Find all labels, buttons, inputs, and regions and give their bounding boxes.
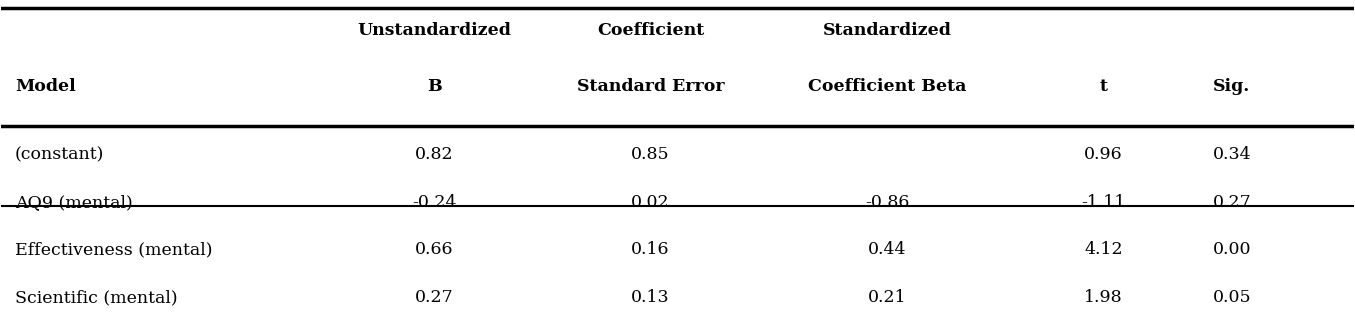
Text: 0.85: 0.85 [631,146,669,163]
Text: -1.11: -1.11 [1081,194,1126,211]
Text: Standard Error: Standard Error [577,78,725,95]
Text: t: t [1099,78,1107,95]
Text: 0.82: 0.82 [415,146,454,163]
Text: Coefficient Beta: Coefficient Beta [808,78,966,95]
Text: 0.34: 0.34 [1213,146,1251,163]
Text: Standardized: Standardized [822,22,951,39]
Text: -0.24: -0.24 [412,194,457,211]
Text: 0.13: 0.13 [631,289,669,306]
Text: 0.96: 0.96 [1084,146,1123,163]
Text: 0.02: 0.02 [631,194,669,211]
Text: -0.86: -0.86 [864,194,909,211]
Text: 0.16: 0.16 [631,241,669,259]
Text: 0.66: 0.66 [415,241,454,259]
Text: Unstandardized: Unstandardized [358,22,511,39]
Text: 1.98: 1.98 [1084,289,1123,306]
Text: AQ9 (mental): AQ9 (mental) [15,194,133,211]
Text: (constant): (constant) [15,146,104,163]
Text: 4.12: 4.12 [1084,241,1123,259]
Text: 0.27: 0.27 [1213,194,1251,211]
Text: 0.44: 0.44 [867,241,906,259]
Text: Model: Model [15,78,76,95]
Text: 0.00: 0.00 [1213,241,1251,259]
Text: B: B [427,78,442,95]
Text: 0.21: 0.21 [867,289,906,306]
Text: Scientific (mental): Scientific (mental) [15,289,178,306]
Text: 0.27: 0.27 [415,289,454,306]
Text: Effectiveness (mental): Effectiveness (mental) [15,241,213,259]
Text: 0.05: 0.05 [1213,289,1251,306]
Text: Coefficient: Coefficient [596,22,705,39]
Text: Sig.: Sig. [1213,78,1251,95]
